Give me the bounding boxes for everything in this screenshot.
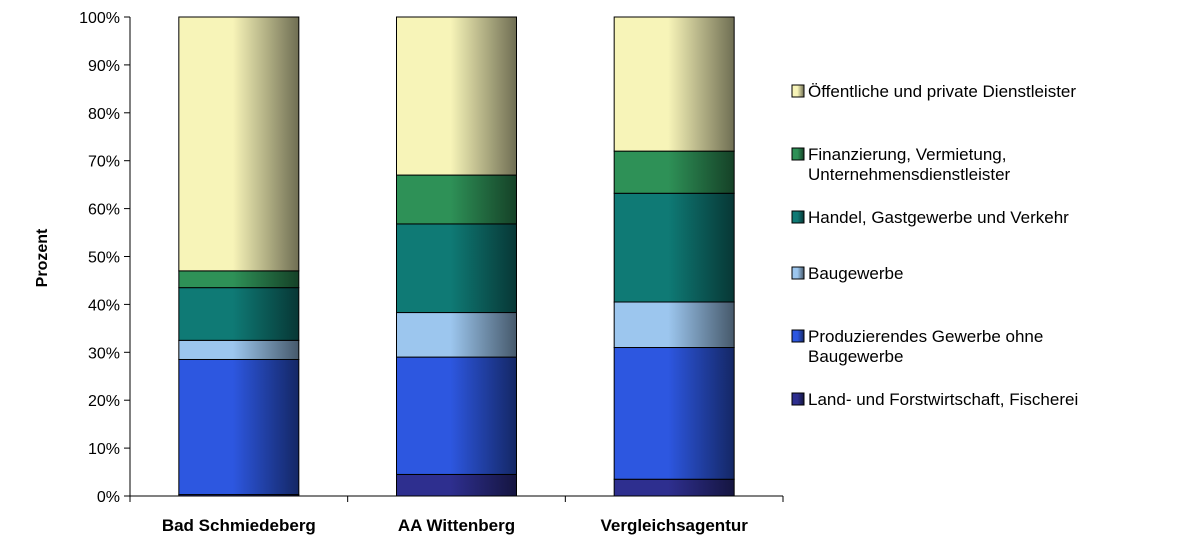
y-tick-label: 80%: [88, 106, 120, 123]
legend-swatch: [791, 147, 805, 161]
bar-segment: [613, 478, 735, 497]
bar-segment: [178, 16, 300, 272]
bar-segment: [396, 473, 517, 497]
y-tick-label: 30%: [88, 345, 120, 362]
legend: Öffentliche und private Dienstleister Fin…: [791, 82, 1078, 409]
legend-label: Land- und Forstwirtschaft, Fischerei: [808, 390, 1078, 409]
category-label: Bad Schmiedeberg: [162, 516, 316, 535]
legend-label: Öffentliche und private Dienstleister: [808, 82, 1076, 101]
y-axis: 0% 10% 20% 30% 40% 50% 60% 70% 80% 90% 100%: [79, 10, 131, 506]
y-tick-label: 20%: [88, 393, 120, 410]
legend-swatch: [791, 210, 805, 224]
y-tick-label: 40%: [88, 297, 120, 314]
legend-label: Handel, Gastgewerbe und Verkehr: [808, 208, 1069, 227]
y-tick-label: 10%: [88, 441, 120, 458]
legend-swatch: [791, 266, 805, 280]
bar-segment: [178, 339, 300, 360]
legend-label: Baugewerbe: [808, 347, 903, 366]
bar-segment: [396, 174, 517, 225]
bar-segment: [396, 312, 517, 358]
bar-segment: [396, 223, 517, 314]
category-label: Vergleichsagentur: [600, 516, 748, 535]
legend-swatch: [791, 329, 805, 343]
legend-item: Handel, Gastgewerbe und Verkehr: [791, 208, 1069, 227]
bars: [178, 16, 735, 497]
legend-item: Finanzierung, Vermietung,Unternehmensdie…: [791, 145, 1011, 184]
bar-segment: [178, 270, 300, 289]
y-tick-label: 90%: [88, 58, 120, 75]
y-tick-label: 100%: [79, 10, 120, 27]
legend-swatch: [791, 392, 805, 406]
bar-segment: [178, 358, 300, 496]
legend-item: Baugewerbe: [791, 264, 903, 283]
bar-segment: [613, 150, 735, 194]
y-tick-label: 60%: [88, 202, 120, 219]
y-tick-label: 70%: [88, 154, 120, 171]
x-axis: Bad Schmiedeberg AA Wittenberg Vergleichsa…: [129, 495, 784, 535]
legend-item: Öffentliche und private Dienstleister: [791, 82, 1076, 101]
bar-segment: [613, 301, 735, 349]
bar-segment: [178, 287, 300, 341]
legend-swatch: [791, 84, 805, 98]
bar-segment: [613, 192, 735, 303]
legend-item: Land- und Forstwirtschaft, Fischerei: [791, 390, 1078, 409]
legend-label: Finanzierung, Vermietung,: [808, 145, 1006, 164]
y-tick-label: 0%: [97, 489, 120, 506]
legend-label: Produzierendes Gewerbe ohne: [808, 327, 1043, 346]
bar-segment: [396, 356, 517, 475]
legend-label: Unternehmensdienstleister: [808, 165, 1011, 184]
bar-segment: [613, 16, 735, 152]
legend-label: Baugewerbe: [808, 264, 903, 283]
bar-segment: [396, 16, 517, 176]
y-tick-label: 50%: [88, 250, 120, 267]
y-axis-label: Prozent: [34, 228, 51, 287]
bar-segment: [613, 347, 735, 480]
category-label: AA Wittenberg: [398, 516, 515, 535]
